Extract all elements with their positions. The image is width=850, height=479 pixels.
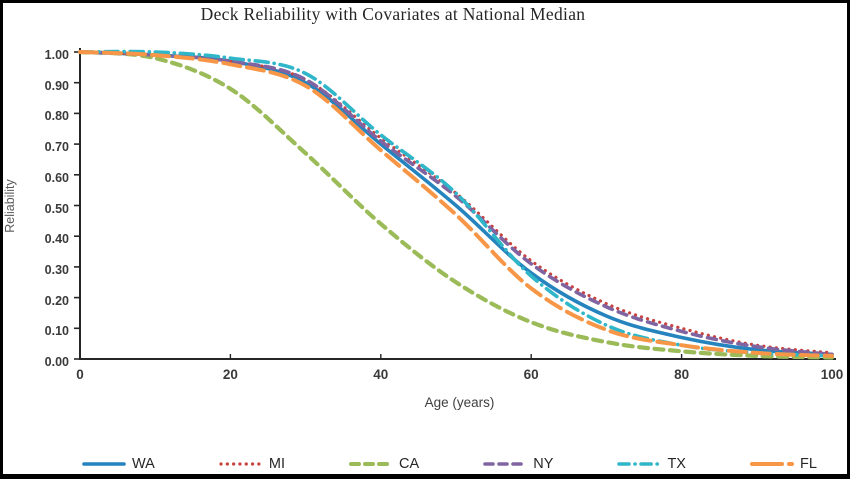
series-line-MI [78,50,834,355]
x-tick-label: 0 [76,367,84,382]
chart-canvas: Deck Reliability with Covariates at Nati… [3,3,847,474]
plot-area [74,48,836,360]
y-tick-label: 0.30 [44,262,69,277]
legend-item-CA: CA [348,456,419,472]
legend-item-FL: FL [749,456,817,472]
legend-label-MI: MI [268,456,285,472]
y-tick-label: 0.10 [44,324,69,339]
legend-line-sample-TX [617,462,662,466]
y-tick-label: 0.00 [44,355,69,369]
y-tick-label: 0.40 [44,232,69,247]
series-line-WA [78,50,834,357]
y-tick-label: 0.90 [44,78,69,93]
legend-line-sample-FL [750,462,795,466]
y-tick-label: 1.00 [44,48,69,62]
legend-line-sample-MI [219,462,263,466]
legend-line-sample-NY [483,462,528,466]
chart-title: Deck Reliability with Covariates at Nati… [200,4,586,24]
legend-label-WA: WA [132,456,155,472]
legend-line-sample-CA [349,462,394,466]
legend-label-NY: NY [533,456,554,472]
y-tick-label: 0.70 [44,140,69,155]
y-tick-label: 0.60 [44,170,69,185]
series-line-CA [77,49,835,360]
x-axis-title: Age (years) [424,395,495,410]
y-axis-title: Reliability [3,179,17,233]
legend-item-WA: WA [81,456,155,472]
y-tick-label: 0.20 [44,293,69,308]
x-tick-label: 100 [820,367,844,382]
x-tick-label: 80 [674,367,690,382]
legend-label-CA: CA [399,456,420,472]
legend-item-NY: NY [482,456,553,472]
y-tick-label: 0.50 [44,201,69,216]
legend-item-MI: MI [218,456,285,472]
series-line-FL [78,50,834,358]
legend-label-FL: FL [800,456,817,472]
legend-item-TX: TX [616,456,686,472]
y-tick-label: 0.80 [44,109,69,124]
series-line-NY [78,50,834,357]
legend-line-sample-WA [82,462,126,466]
legend-label-TX: TX [667,456,686,472]
x-tick-label: 40 [373,367,389,382]
x-tick-label: 60 [523,367,539,382]
x-tick-label: 20 [222,367,238,382]
legend: WA MI CA NY TX FL [81,451,817,477]
